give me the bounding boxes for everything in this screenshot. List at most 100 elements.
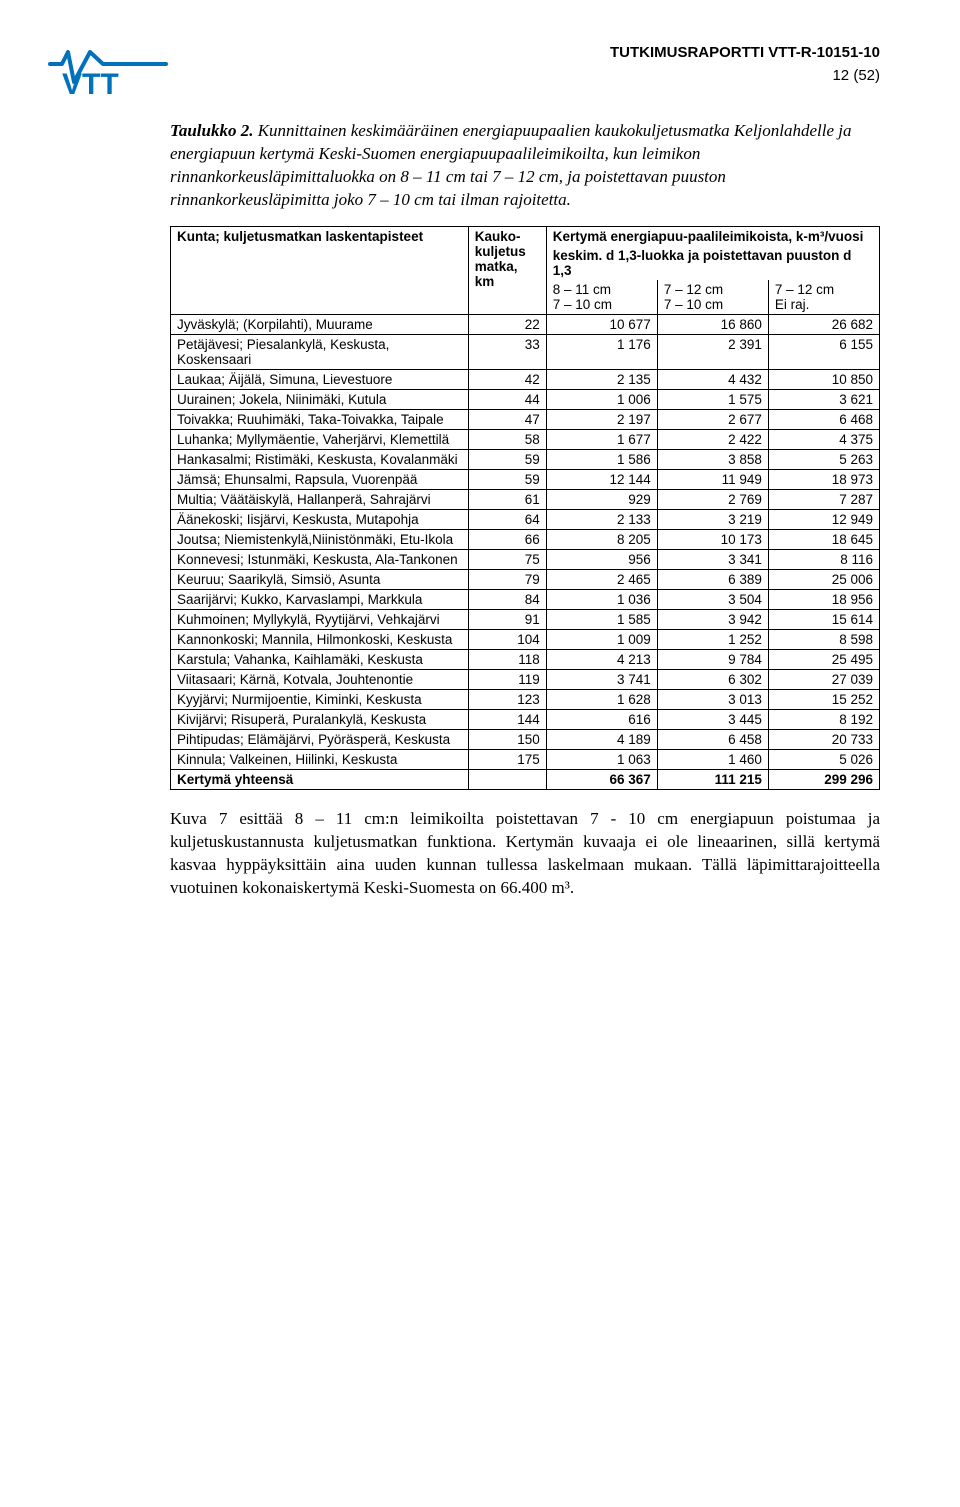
cell-v2: 2 391 (657, 334, 768, 369)
cell-name: Kuhmoinen; Myllykylä, Ryytijärvi, Vehkaj… (171, 609, 469, 629)
cell-v1: 1 628 (546, 689, 657, 709)
cell-name: Joutsa; Niemistenkylä,Niinistönmäki, Etu… (171, 529, 469, 549)
cell-total-label: Kertymä yhteensä (171, 769, 469, 789)
cell-v1: 1 009 (546, 629, 657, 649)
page: VTT TUTKIMUSRAPORTTI VTT-R-10151-10 12 (… (0, 0, 960, 960)
cell-name: Luhanka; Myllymäentie, Vaherjärvi, Kleme… (171, 429, 469, 449)
cell-v2: 3 341 (657, 549, 768, 569)
cell-km: 33 (468, 334, 546, 369)
cell-v1: 1 036 (546, 589, 657, 609)
cell-v2: 10 173 (657, 529, 768, 549)
cell-km: 175 (468, 749, 546, 769)
cell-km: 59 (468, 449, 546, 469)
cell-v1: 3 741 (546, 669, 657, 689)
cell-name: Viitasaari; Kärnä, Kotvala, Jouhtenontie (171, 669, 469, 689)
cell-v2: 3 013 (657, 689, 768, 709)
table-row: Laukaa; Äijälä, Simuna, Lievestuore422 1… (171, 369, 880, 389)
cell-v2: 2 677 (657, 409, 768, 429)
cell-v1: 10 677 (546, 314, 657, 334)
cell-name: Jyväskylä; (Korpilahti), Muurame (171, 314, 469, 334)
cell-v1: 2 135 (546, 369, 657, 389)
cell-v2: 6 389 (657, 569, 768, 589)
cell-v3: 10 850 (768, 369, 879, 389)
table-row: Uurainen; Jokela, Niinimäki, Kutula441 0… (171, 389, 880, 409)
table-row: Viitasaari; Kärnä, Kotvala, Jouhtenontie… (171, 669, 880, 689)
table-row: Hankasalmi; Ristimäki, Keskusta, Kovalan… (171, 449, 880, 469)
table-row: Joutsa; Niemistenkylä,Niinistönmäki, Etu… (171, 529, 880, 549)
th-col1: Kunta; kuljetusmatkan laskentapisteet (171, 226, 469, 314)
cell-v2: 3 942 (657, 609, 768, 629)
cell-v1: 929 (546, 489, 657, 509)
cell-name: Toivakka; Ruuhimäki, Taka-Toivakka, Taip… (171, 409, 469, 429)
th-col3-top: Kertymä energiapuu-paalileimikoista, k-m… (546, 226, 879, 246)
table-row: Kannonkoski; Mannila, Hilmonkoski, Kesku… (171, 629, 880, 649)
cell-v3: 8 116 (768, 549, 879, 569)
cell-v1: 1 176 (546, 334, 657, 369)
table-row: Jämsä; Ehunsalmi, Rapsula, Vuorenpää5912… (171, 469, 880, 489)
cell-name: Petäjävesi; Piesalankylä, Keskusta, Kosk… (171, 334, 469, 369)
cell-v1: 1 006 (546, 389, 657, 409)
table-row: Kyyjärvi; Nurmijoentie, Kiminki, Keskust… (171, 689, 880, 709)
cell-v2: 9 784 (657, 649, 768, 669)
cell-km: 84 (468, 589, 546, 609)
cell-v3: 4 375 (768, 429, 879, 449)
cell-km: 75 (468, 549, 546, 569)
table-row: Multia; Väätäiskylä, Hallanperä, Sahrajä… (171, 489, 880, 509)
table-row: Luhanka; Myllymäentie, Vaherjärvi, Kleme… (171, 429, 880, 449)
cell-v1: 1 677 (546, 429, 657, 449)
cell-km: 42 (468, 369, 546, 389)
cell-name: Uurainen; Jokela, Niinimäki, Kutula (171, 389, 469, 409)
cell-v2: 1 252 (657, 629, 768, 649)
cell-v3: 15 614 (768, 609, 879, 629)
cell-v1: 2 465 (546, 569, 657, 589)
cell-name: Multia; Väätäiskylä, Hallanperä, Sahrajä… (171, 489, 469, 509)
cell-name: Keuruu; Saarikylä, Simsiö, Asunta (171, 569, 469, 589)
cell-km: 47 (468, 409, 546, 429)
cell-v1: 4 213 (546, 649, 657, 669)
cell-total-v3: 299 296 (768, 769, 879, 789)
cell-name: Konnevesi; Istunmäki, Keskusta, Ala-Tank… (171, 549, 469, 569)
cell-km: 64 (468, 509, 546, 529)
cell-v3: 26 682 (768, 314, 879, 334)
cell-km: 91 (468, 609, 546, 629)
th-sub1: 8 – 11 cm7 – 10 cm (546, 280, 657, 315)
cell-v3: 5 263 (768, 449, 879, 469)
cell-km: 144 (468, 709, 546, 729)
cell-v3: 27 039 (768, 669, 879, 689)
table-row: Petäjävesi; Piesalankylä, Keskusta, Kosk… (171, 334, 880, 369)
caption-text: Kunnittainen keskimääräinen energiapuupa… (170, 121, 852, 209)
table-row: Kinnula; Valkeinen, Hiilinki, Keskusta17… (171, 749, 880, 769)
cell-v3: 18 645 (768, 529, 879, 549)
cell-name: Kyyjärvi; Nurmijoentie, Kiminki, Keskust… (171, 689, 469, 709)
table-row: Keuruu; Saarikylä, Simsiö, Asunta792 465… (171, 569, 880, 589)
table-row: Karstula; Vahanka, Kaihlamäki, Keskusta1… (171, 649, 880, 669)
logo-text: VTT (62, 68, 119, 100)
cell-v3: 5 026 (768, 749, 879, 769)
cell-v3: 25 006 (768, 569, 879, 589)
cell-v2: 3 219 (657, 509, 768, 529)
cell-v2: 1 460 (657, 749, 768, 769)
body-paragraph: Kuva 7 esittää 8 – 11 cm:n leimikoilta p… (170, 808, 880, 900)
caption-lead: Taulukko 2. (170, 121, 253, 140)
cell-v1: 2 197 (546, 409, 657, 429)
cell-v1: 8 205 (546, 529, 657, 549)
cell-v3: 3 621 (768, 389, 879, 409)
cell-v3: 8 192 (768, 709, 879, 729)
table-row: Kuhmoinen; Myllykylä, Ryytijärvi, Vehkaj… (171, 609, 880, 629)
cell-v2: 3 858 (657, 449, 768, 469)
cell-name: Hankasalmi; Ristimäki, Keskusta, Kovalan… (171, 449, 469, 469)
cell-v1: 1 585 (546, 609, 657, 629)
cell-v1: 616 (546, 709, 657, 729)
cell-km: 123 (468, 689, 546, 709)
table-row: Jyväskylä; (Korpilahti), Muurame2210 677… (171, 314, 880, 334)
doc-id: TUTKIMUSRAPORTTI VTT-R-10151-10 (610, 44, 880, 61)
cell-v2: 1 575 (657, 389, 768, 409)
cell-total-v2: 111 215 (657, 769, 768, 789)
cell-v2: 11 949 (657, 469, 768, 489)
cell-km: 79 (468, 569, 546, 589)
cell-name: Laukaa; Äijälä, Simuna, Lievestuore (171, 369, 469, 389)
table-row: Saarijärvi; Kukko, Karvaslampi, Markkula… (171, 589, 880, 609)
table-row: Kivijärvi; Risuperä, Puralankylä, Keskus… (171, 709, 880, 729)
cell-v3: 12 949 (768, 509, 879, 529)
table-row: Pihtipudas; Elämäjärvi, Pyöräsperä, Kesk… (171, 729, 880, 749)
